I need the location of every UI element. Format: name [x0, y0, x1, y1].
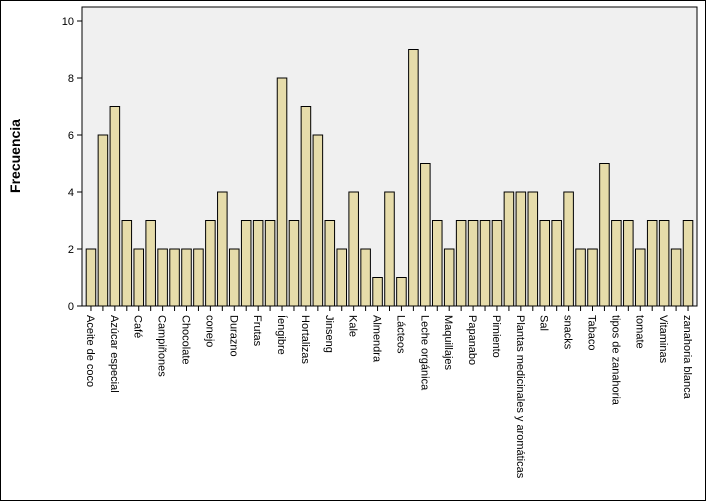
- x-tick-label: Sal: [538, 315, 550, 331]
- x-tick-label: Campiñones: [156, 315, 168, 377]
- bar: [228, 248, 240, 307]
- bar: [515, 191, 527, 307]
- bar: [348, 191, 359, 307]
- bar: [539, 220, 551, 307]
- x-tick-label: tipos de zanahoria: [609, 315, 621, 406]
- bar: [479, 220, 491, 307]
- y-tick-label: 2: [68, 244, 74, 256]
- x-tick-label: Jinseng: [323, 315, 335, 353]
- bar: [575, 248, 586, 307]
- y-tick-label: 10: [62, 16, 74, 28]
- x-tick-label: Plantas medicinales y aromáticas: [514, 315, 526, 479]
- y-tick-label: 0: [68, 301, 74, 313]
- bar: [431, 220, 443, 307]
- bar: [205, 220, 216, 307]
- x-tick-label: conejo: [203, 315, 215, 347]
- x-tick-label: Aceite de coco: [84, 315, 96, 387]
- bar: [408, 49, 419, 307]
- x-tick-label: Leche orgánica: [418, 315, 430, 391]
- bar: [623, 220, 634, 307]
- bar: [181, 248, 192, 307]
- bar: [324, 220, 336, 307]
- bar: [169, 248, 180, 307]
- x-tick-label: Café: [132, 315, 144, 338]
- bar: [503, 191, 515, 307]
- bar: [587, 248, 598, 307]
- bar: [646, 220, 658, 307]
- bars: [85, 49, 694, 307]
- bar: [336, 248, 348, 307]
- bar: [420, 163, 431, 307]
- bar: [443, 248, 455, 307]
- bar: [288, 220, 300, 307]
- bar: [193, 248, 204, 307]
- x-tick-label: Íengibre: [275, 315, 288, 355]
- bar: [240, 220, 252, 307]
- x-tick-label: Chocolate: [180, 315, 192, 365]
- bar: [527, 191, 539, 307]
- bar: [563, 191, 574, 307]
- y-tick-label: 4: [68, 187, 74, 199]
- bar: [467, 220, 479, 307]
- bar: [252, 220, 264, 307]
- y-axis-label: Frecuencia: [7, 119, 23, 193]
- bar: [133, 248, 145, 307]
- x-tick-label: Kale: [347, 315, 359, 337]
- bar: [396, 277, 407, 307]
- bar: [611, 220, 622, 307]
- bar: [455, 220, 467, 307]
- x-tick-label: tomate: [633, 315, 645, 349]
- bar: [264, 220, 276, 307]
- bar: [384, 191, 395, 307]
- y-tick-label: 6: [68, 130, 74, 142]
- bar: [97, 134, 109, 307]
- x-tick-label: Vitaminas: [657, 315, 669, 364]
- bar: [217, 191, 228, 307]
- bar: [109, 106, 121, 307]
- bar: [276, 77, 288, 307]
- x-tick-label: Papanabo: [466, 315, 478, 365]
- y-axis: 0 2 4 6 8 10: [62, 16, 82, 313]
- x-tick-label: Lácteos: [394, 315, 406, 354]
- x-tick-label: Almendra: [371, 315, 383, 363]
- bar: [300, 106, 312, 307]
- bar: [85, 248, 97, 307]
- bar: [157, 248, 168, 307]
- x-tick-label: Frutas: [251, 315, 263, 347]
- bar: [121, 220, 133, 307]
- bar: [682, 220, 694, 307]
- bar: [372, 277, 383, 307]
- bar: [312, 134, 324, 307]
- x-tick-label: zanahoria blanca: [681, 315, 693, 400]
- bar: [634, 248, 646, 307]
- x-axis: Aceite de coco Azúcar especial Café Campiño…: [84, 306, 693, 479]
- bar: [599, 163, 610, 307]
- bar: [360, 248, 371, 307]
- bar: [670, 248, 682, 307]
- x-tick-label: Durazno: [227, 315, 239, 357]
- x-tick-label: Maquillajes: [442, 315, 454, 371]
- x-tick-label: Tabaco: [586, 315, 598, 350]
- bar: [491, 220, 503, 307]
- x-tick-label: Azúcar especial: [108, 315, 120, 393]
- bar: [658, 220, 670, 307]
- bar: [551, 220, 562, 307]
- x-tick-label: Hortalizas: [299, 315, 311, 364]
- x-tick-label: snacks: [562, 315, 574, 350]
- bar: [145, 220, 156, 307]
- x-tick-label: Pimiento: [490, 315, 502, 358]
- y-tick-label: 8: [68, 73, 74, 85]
